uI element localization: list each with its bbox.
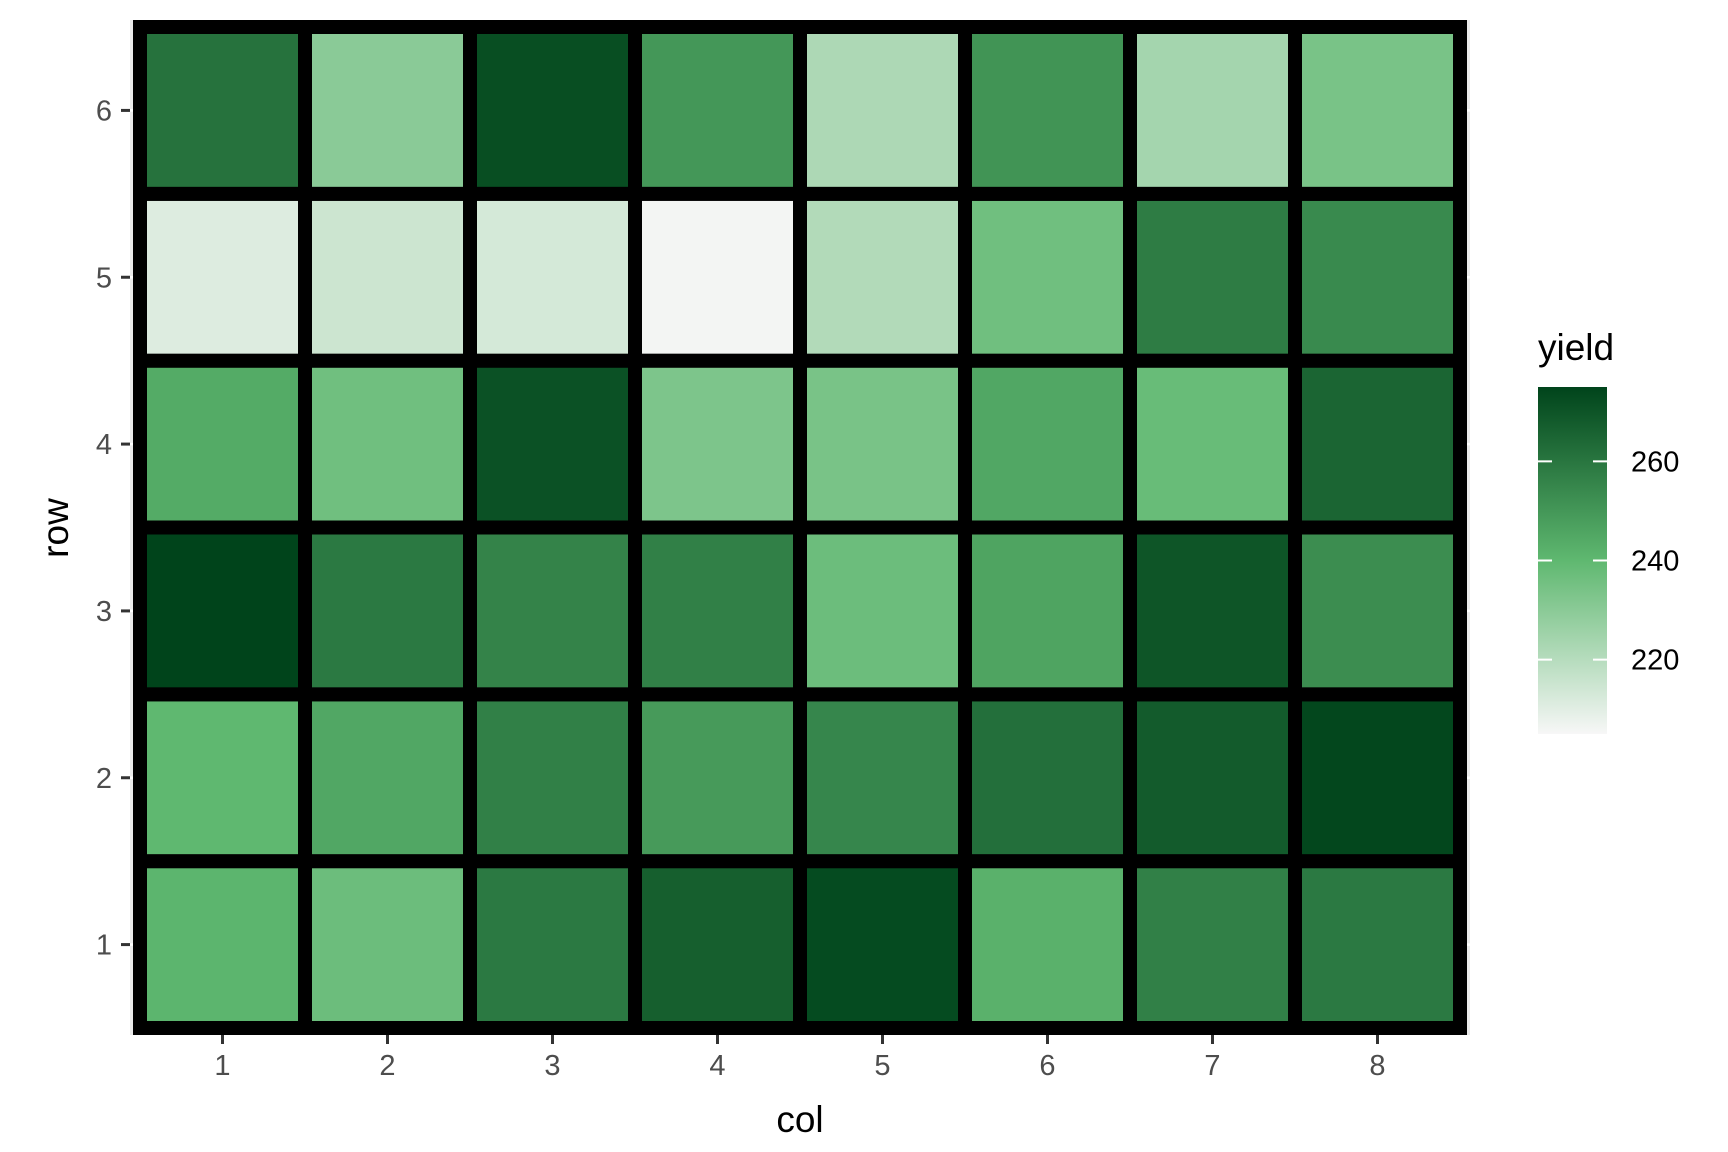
heatmap-tile [298,854,477,1036]
heatmap-tile [793,687,972,869]
legend-tick-label: 260 [1631,446,1679,478]
heatmap-tile [958,687,1137,869]
x-axis-title: col [776,1099,823,1140]
heatmap-tile [628,687,807,869]
heatmap-tile [463,353,642,535]
heatmap-tiles [133,20,1467,1036]
heatmap-tile [1288,353,1467,535]
heatmap-tile [1288,186,1467,368]
heatmap-tile [133,687,312,869]
x-tick-label: 4 [709,1050,725,1082]
heatmap-tile [1123,20,1302,201]
heatmap-tile [1123,687,1302,869]
heatmap-tile [628,353,807,535]
x-tick-label: 6 [1039,1050,1055,1082]
x-tick-label: 8 [1369,1050,1385,1082]
y-axis: 1 2 3 4 5 6 [96,95,130,962]
heatmap-tile [793,854,972,1036]
color-legend: yield 220 240 260 [1538,327,1679,734]
heatmap-tile [1288,520,1467,702]
heatmap-tile [133,520,312,702]
heatmap-tile [463,186,642,368]
heatmap-tile [463,687,642,869]
y-tick-label: 5 [96,262,112,294]
legend-tick-label: 220 [1631,645,1679,677]
heatmap-tile [628,854,807,1036]
y-tick-label: 2 [96,763,112,795]
heatmap-tile [463,20,642,201]
heatmap-tile [133,20,312,201]
heatmap-tile [1123,353,1302,535]
y-tick-label: 6 [96,95,112,127]
heatmap-tile [1123,854,1302,1036]
x-tick-label: 3 [544,1050,560,1082]
heatmap-tile [298,20,477,201]
heatmap-tile [793,186,972,368]
x-tick-label: 5 [874,1050,890,1082]
heatmap-tile [958,520,1137,702]
heatmap-tile [1288,20,1467,201]
heatmap-tile [628,186,807,368]
heatmap-tile [628,20,807,201]
legend-tick-label: 240 [1631,546,1679,578]
heatmap-tile [958,353,1137,535]
y-tick-label: 1 [96,930,112,962]
heatmap-tile [958,854,1137,1036]
heatmap-tile [133,353,312,535]
heatmap-tile [1123,520,1302,702]
heatmap-tile [958,20,1137,201]
heatmap-tile [1288,854,1467,1036]
heatmap-tile [298,186,477,368]
legend-title: yield [1538,327,1614,368]
heatmap-tile [298,687,477,869]
heatmap-tile [298,520,477,702]
heatmap-tile [133,854,312,1036]
legend-ticks: 220 240 260 [1538,446,1679,677]
heatmap-tile [628,520,807,702]
y-tick-label: 3 [96,596,112,628]
heatmap-tile [298,353,477,535]
heatmap-tile [793,520,972,702]
y-tick-label: 4 [96,429,112,461]
x-tick-label: 1 [214,1050,230,1082]
heatmap-tile [1123,186,1302,368]
heatmap-tile [793,353,972,535]
heatmap-tile [133,186,312,368]
heatmap-tile [463,854,642,1036]
y-axis-title: row [35,498,76,558]
heatmap-tile [1288,687,1467,869]
x-axis: 1 2 3 4 5 6 7 8 [214,1035,1386,1082]
heatmap-tile [958,186,1137,368]
heatmap-tile [793,20,972,201]
x-tick-label: 2 [379,1050,395,1082]
x-tick-label: 7 [1204,1050,1220,1082]
heatmap-tile [463,520,642,702]
